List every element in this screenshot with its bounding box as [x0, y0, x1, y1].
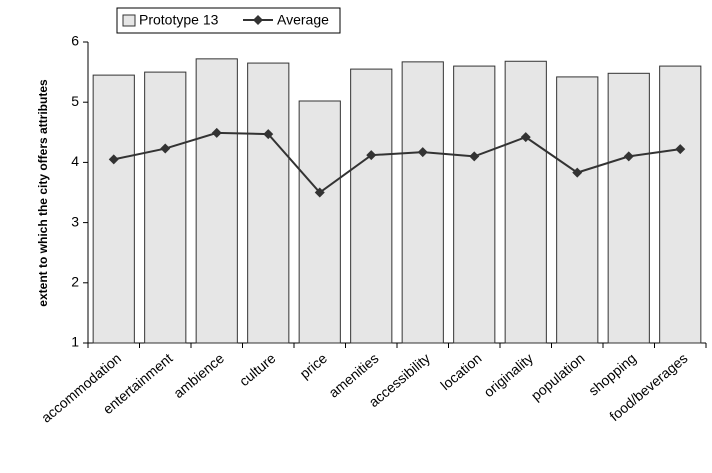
marker [572, 167, 583, 178]
y-tick-label: 2 [71, 274, 79, 290]
marker [675, 144, 686, 155]
legend-label: Prototype 13 [139, 12, 219, 28]
bar [453, 65, 496, 344]
bar [401, 61, 444, 344]
legend-swatch [122, 14, 136, 27]
marker [108, 154, 119, 165]
bar [247, 62, 290, 344]
x-tick-label: price [297, 350, 331, 382]
y-tick-label: 4 [71, 153, 79, 169]
x-tick-label: culture [236, 350, 279, 389]
bar [659, 65, 702, 344]
bar [556, 76, 599, 344]
y-tick-label: 5 [71, 93, 79, 109]
bar [92, 74, 135, 344]
marker [366, 150, 377, 161]
marker [211, 127, 222, 138]
marker [160, 143, 171, 154]
x-tick-label: location [437, 350, 484, 393]
y-tick-label: 1 [71, 334, 79, 350]
y-tick-label: 6 [71, 33, 79, 49]
bar [144, 71, 187, 344]
marker [314, 187, 325, 198]
bar [504, 60, 547, 344]
marker [417, 147, 428, 158]
y-axis-label: extent to which the city offers attribut… [36, 79, 50, 307]
bar [195, 58, 238, 344]
marker [623, 151, 634, 162]
marker [520, 132, 531, 143]
marker [263, 129, 274, 140]
legend-label: Average [277, 12, 329, 28]
y-tick-label: 3 [71, 213, 79, 229]
x-tick-label: ambience [170, 350, 227, 401]
legend-marker [253, 15, 263, 25]
x-tick-label: population [528, 350, 588, 404]
legend-box [116, 7, 341, 34]
bar [607, 72, 650, 344]
line [113, 131, 681, 194]
bar [350, 68, 393, 344]
marker [469, 151, 480, 162]
bar [298, 100, 341, 344]
